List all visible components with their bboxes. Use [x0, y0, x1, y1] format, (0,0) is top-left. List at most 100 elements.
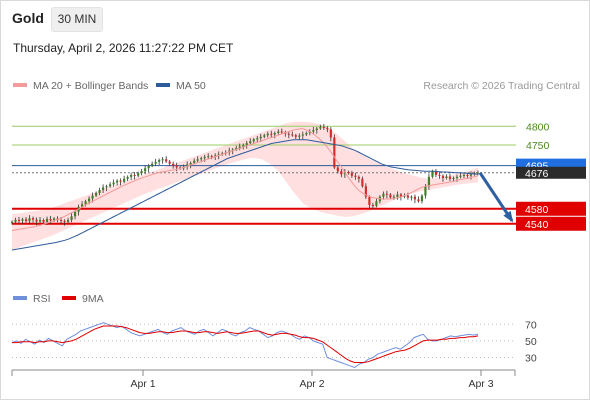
candle-body — [364, 186, 367, 197]
legend-label: RSI — [33, 293, 51, 305]
candle-body — [63, 220, 66, 222]
candle-body — [263, 135, 266, 137]
legend-label: MA 20 + Bollinger Bands — [33, 80, 149, 92]
candle — [469, 171, 473, 180]
candle — [175, 162, 178, 172]
ma50-line — [11, 139, 479, 251]
candle — [298, 133, 301, 140]
candle-body — [24, 219, 28, 222]
candle-body — [252, 139, 255, 142]
level-label-4580: 4580 — [525, 204, 549, 216]
candle-body — [287, 133, 290, 135]
candle-body — [333, 137, 336, 168]
candle — [406, 192, 410, 200]
candle-body — [406, 195, 410, 198]
candle — [28, 215, 31, 224]
candle-body — [431, 171, 434, 177]
candle — [154, 158, 157, 166]
candle — [49, 215, 52, 225]
rsi-tick-label: 50 — [525, 336, 537, 348]
rsi-line — [11, 322, 479, 369]
candle — [410, 195, 413, 201]
candle — [364, 183, 367, 199]
candle — [371, 202, 374, 210]
candle — [476, 170, 480, 176]
candle — [10, 220, 14, 225]
candle-body — [52, 218, 56, 221]
candle-body — [420, 195, 424, 202]
candle-body — [382, 193, 385, 197]
candle-body — [109, 184, 112, 187]
candle — [294, 133, 297, 139]
candle-body — [21, 219, 24, 221]
candle-body — [14, 220, 17, 222]
candle — [385, 190, 388, 199]
candle-body — [357, 176, 360, 179]
candle-body — [270, 133, 273, 135]
candle — [263, 133, 266, 139]
candle — [210, 154, 213, 160]
candle-body — [95, 193, 98, 196]
ma20-line — [11, 127, 479, 231]
candle — [417, 196, 420, 203]
candle — [448, 173, 452, 181]
candle — [427, 173, 431, 190]
candle — [249, 138, 252, 145]
candle — [21, 217, 24, 225]
timeframe-button[interactable]: 30 MIN — [51, 7, 103, 32]
candle-body — [354, 175, 357, 177]
candle — [315, 127, 318, 134]
candle — [329, 127, 332, 142]
candle-body — [10, 221, 14, 223]
legend-swatch — [62, 296, 76, 301]
candle — [354, 172, 357, 180]
candle — [291, 131, 294, 137]
candle-body — [350, 173, 353, 176]
candle-body — [130, 175, 133, 177]
candle-body — [38, 220, 42, 222]
candle-body — [151, 163, 154, 166]
candle — [445, 174, 448, 180]
candle-body — [312, 130, 315, 132]
candle-body — [123, 178, 126, 182]
candle — [322, 124, 325, 130]
candle — [333, 134, 336, 169]
candle-body — [238, 146, 241, 148]
candle — [242, 143, 245, 150]
candle — [116, 179, 119, 186]
level-tag-4540 — [516, 216, 586, 231]
candle-body — [396, 194, 399, 197]
candle-body — [427, 176, 431, 187]
candle — [375, 198, 378, 208]
candle-body — [455, 176, 459, 178]
candle — [158, 158, 161, 165]
candle — [109, 182, 112, 188]
chart-datetime: Thursday, April 2, 2026 11:27:22 PM CET — [13, 41, 234, 55]
candle-body — [392, 196, 395, 198]
legend-label: 9MA — [82, 293, 104, 305]
candle-body — [336, 167, 339, 172]
candle-body — [294, 135, 297, 137]
candle — [133, 172, 136, 180]
candle-body — [291, 134, 294, 136]
candle-body — [399, 194, 403, 197]
candle-body — [452, 178, 455, 179]
candle — [70, 213, 73, 223]
candle — [326, 126, 329, 133]
candle-body — [161, 159, 164, 161]
credit-text: Research © 2026 Trading Central — [423, 80, 580, 92]
candle-body — [315, 128, 318, 130]
rsi-tick-label: 30 — [525, 353, 537, 365]
candle — [126, 175, 129, 181]
candle-body — [119, 180, 122, 182]
candle-body — [403, 195, 406, 197]
candle-body — [84, 201, 87, 205]
candle-body — [73, 211, 77, 217]
candle — [196, 156, 199, 163]
candle-body — [322, 127, 325, 128]
candle-body — [207, 156, 210, 158]
candle — [31, 216, 35, 223]
candle-body — [42, 220, 45, 222]
candle — [14, 217, 17, 225]
